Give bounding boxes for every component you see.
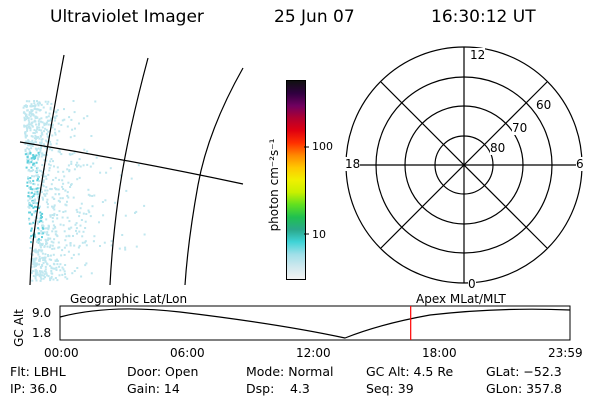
latitude-line [19,141,244,185]
gc-alt-value: GC Alt: 4.5 Re [366,364,454,379]
timeline-y-tick-1.8: 1.8 [32,326,52,340]
seq-value: Seq: 39 [366,381,414,396]
door-value: Door: Open [127,364,199,379]
aurora-emission [22,100,146,282]
polar-label-18: 18 [345,157,361,171]
polar-plot[interactable] [340,45,590,295]
timeline-left-label: Geographic Lat/Lon [70,292,188,306]
colorbar-axis [304,146,309,235]
timeline-x-tick-2: 12:00 [296,346,331,360]
longitude-line [184,67,244,286]
timeline-x-tick-3: 18:00 [422,346,457,360]
timeline-x-tick-1: 06:00 [170,346,205,360]
filter-value: Flt: LBHL [10,364,66,379]
polar-label-0: 0 [468,277,476,291]
mode-value: Mode: Normal [246,364,334,379]
timeline-x-tick-4: 23:59 [548,346,583,360]
glat-value: GLat: −52.3 [486,364,562,379]
timeline-plot[interactable] [59,305,571,342]
timeline-y-label: GC Alt [12,309,26,347]
date-label: 25 Jun 07 [274,7,355,27]
time-label: 16:30:12 UT [431,7,536,27]
colorbar-label: photon cm⁻²s⁻¹ [267,138,281,232]
polar-lat-80: 80 [490,141,506,155]
polar-label-6: 6 [576,157,584,171]
colorbar [286,80,306,280]
dsp-label: Dsp: [246,381,275,396]
app-title: Ultraviolet Imager [50,7,204,27]
colorbar-gradient [287,81,305,279]
polar-lat-70: 70 [512,121,528,135]
timeline-right-label: Apex MLat/MLT [416,292,506,306]
colorbar-tick-10: 10 [312,228,326,241]
longitude-line [29,54,65,286]
gain-value: Gain: 14 [127,381,180,396]
uv-image-panel[interactable] [0,0,260,290]
timeline-y-tick-9: 9.0 [32,306,52,320]
polar-lat-60: 60 [536,98,552,112]
colorbar-tick-100: 100 [312,140,333,153]
longitude-line [109,57,149,286]
glon-value: GLon: 357.8 [486,381,562,396]
ip-value: IP: 36.0 [10,381,58,396]
dsp-value: 4.3 [290,381,310,396]
timeline-x-tick-0: 00:00 [44,346,79,360]
altitude-curve [59,308,571,339]
polar-label-12: 12 [470,48,486,62]
